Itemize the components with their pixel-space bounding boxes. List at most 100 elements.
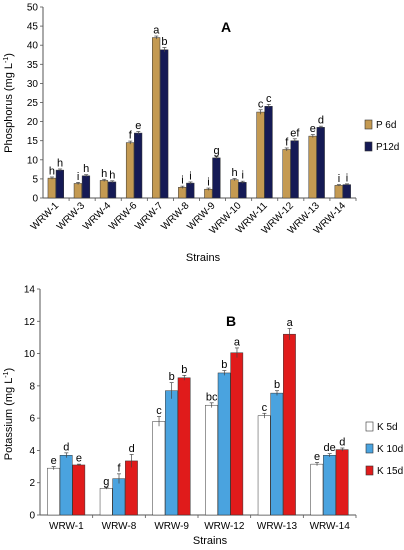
significance-letter: e <box>314 451 320 463</box>
bar <box>230 352 244 516</box>
y-tick-label: 30 <box>27 79 39 90</box>
panel-a-y-axis-label: Phosphorus (mg L-1) <box>3 53 15 153</box>
bar <box>99 488 113 516</box>
bar <box>99 180 109 199</box>
significance-letter: a <box>153 25 160 37</box>
significance-letter: b <box>181 364 187 376</box>
significance-letter: b <box>221 359 227 371</box>
significance-letter: d <box>339 437 345 449</box>
significance-letter: c <box>262 402 268 414</box>
significance-letter: c <box>258 98 264 110</box>
bar <box>257 415 271 516</box>
bar <box>55 169 64 199</box>
y-tick-label: 0 <box>29 511 35 522</box>
significance-letter: a <box>234 336 241 348</box>
bar <box>134 132 143 199</box>
legend-label: K 15d <box>377 466 403 477</box>
significance-letter: c <box>156 405 162 417</box>
panel-b-legend: K 5d K 10d K 15d <box>365 421 403 477</box>
bar <box>72 464 86 516</box>
significance-letter: e <box>76 453 82 465</box>
significance-letter: i <box>207 177 209 189</box>
legend-swatch <box>365 465 374 476</box>
legend-label: K 5d <box>377 422 398 433</box>
bar <box>165 390 178 516</box>
y-tick-label: 40 <box>27 41 39 52</box>
bar <box>310 463 324 516</box>
significance-letter: b <box>274 379 280 391</box>
legend-swatch <box>364 141 373 152</box>
y-tick-label: 14 <box>24 285 36 296</box>
y-tick-label: 45 <box>27 22 39 33</box>
y-tick-label: 20 <box>27 117 39 128</box>
bar <box>308 135 317 199</box>
panel-a-x-axis-label: Strains <box>186 252 221 264</box>
bar <box>323 455 336 516</box>
bar <box>47 467 60 516</box>
bar <box>186 182 195 199</box>
significance-letter: h <box>57 157 63 169</box>
bar <box>112 478 126 516</box>
panel-a-axes: 05101520253035404550WRW-1WRW-3WRW-4WRW-6… <box>27 3 357 237</box>
panel-b-x-axis-label: Strains <box>193 535 228 547</box>
legend-label: P 6d <box>376 120 396 131</box>
y-tick-label: 5 <box>32 174 38 185</box>
bar <box>230 179 239 199</box>
x-tick-label: WRW-8 <box>102 521 137 532</box>
significance-letter: d <box>318 115 324 127</box>
significance-letter: e <box>135 120 141 132</box>
legend-swatch <box>364 119 373 130</box>
significance-letter: b <box>161 36 167 48</box>
bar <box>256 111 265 199</box>
significance-letter: h <box>101 168 107 180</box>
bar <box>264 106 273 199</box>
bar <box>316 127 325 199</box>
bar <box>283 333 296 516</box>
y-tick-label: 2 <box>29 478 35 489</box>
legend-label: P12d <box>376 142 399 153</box>
bar <box>334 185 343 199</box>
y-tick-label: 6 <box>29 414 35 425</box>
y-tick-label: 4 <box>29 446 35 457</box>
y-tick-label: 12 <box>24 317 36 328</box>
bar <box>73 183 82 199</box>
significance-letter: i <box>346 172 348 184</box>
significance-letter: i <box>181 175 183 187</box>
panel-b-axes: 0 2 4 6 8 10 12 14 WRW-1 WRW-8 WRW-9 WRW-12 WRW-13 WR… <box>24 285 357 532</box>
x-tick-label: WRW-14 <box>310 521 351 532</box>
significance-letter: i <box>338 173 340 185</box>
y-tick-label: 8 <box>29 381 35 392</box>
bar <box>59 455 73 516</box>
bar <box>125 460 138 516</box>
panel-a-phosphorus-chart: A Phosphorus (mg L-1) Strains 0 5 10 15 20 25… <box>3 3 399 265</box>
significance-letter: a <box>287 317 294 329</box>
bar <box>178 187 187 199</box>
bar <box>107 181 117 199</box>
significance-letter: h <box>232 167 238 179</box>
bar <box>238 182 247 199</box>
legend-swatch <box>365 421 374 432</box>
y-tick-label: 25 <box>27 98 39 109</box>
significance-letter: h <box>83 163 89 175</box>
bar <box>160 49 169 199</box>
legend-swatch <box>365 443 374 454</box>
bar <box>282 149 291 199</box>
significance-letter: h <box>109 169 115 181</box>
significance-letter: d <box>63 441 69 453</box>
bar <box>212 157 221 199</box>
significance-letter: de <box>324 442 336 454</box>
significance-letter: i <box>189 170 191 182</box>
bar <box>177 377 191 516</box>
bar <box>270 392 284 516</box>
panel-b-potassium-chart: B Potassium (mg L-1) Strains 0 2 4 6 8 10 12 14… <box>3 285 403 548</box>
bar <box>152 421 166 516</box>
bar <box>217 372 231 516</box>
x-tick-label: WRW-9 <box>154 521 189 532</box>
significance-letter: ef <box>290 127 300 139</box>
significance-letter: e <box>310 123 316 135</box>
bar <box>290 140 299 199</box>
y-tick-label: 15 <box>27 136 39 147</box>
y-tick-label: 35 <box>27 60 39 71</box>
significance-letter: bc <box>206 391 218 403</box>
